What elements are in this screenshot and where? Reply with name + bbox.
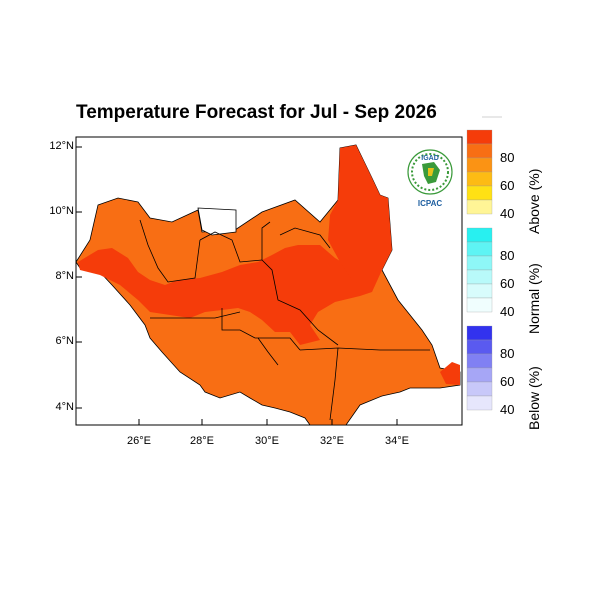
colorbar-swatch <box>466 381 493 397</box>
colorbar-swatch <box>466 367 493 383</box>
colorbar-swatch <box>466 353 493 369</box>
colorbar <box>466 129 493 411</box>
x-tick-26e: 26°E <box>127 435 151 447</box>
cb-normal-40: 40 <box>500 304 515 319</box>
colorbar-swatch <box>466 171 493 187</box>
colorbar-swatch <box>466 395 493 411</box>
y-tick-12n: 12°N <box>49 140 74 152</box>
colorbar-swatch <box>466 157 493 173</box>
colorbar-swatch <box>466 325 493 341</box>
y-tick-6n: 6°N <box>55 335 74 347</box>
region-no-data <box>197 207 237 236</box>
colorbar-swatch <box>466 129 493 145</box>
region-above-high-west <box>78 245 372 345</box>
cb-below-80: 80 <box>500 346 515 361</box>
cb-above-80: 80 <box>500 150 515 165</box>
colorbar-swatch <box>466 283 493 299</box>
cb-below-60: 60 <box>500 374 515 389</box>
logo-text-bottom: ICPAC <box>418 199 443 208</box>
cb-title-normal: Normal (%) <box>526 263 542 334</box>
axis-ticks <box>76 146 398 425</box>
x-tick-32e: 32°E <box>320 435 344 447</box>
cb-title-above: Above (%) <box>526 168 542 234</box>
region-above-high-southeast <box>440 362 460 385</box>
colorbar-swatch <box>466 241 493 257</box>
colorbar-swatch <box>466 339 493 355</box>
y-tick-8n: 8°N <box>55 270 74 282</box>
map-frame <box>75 136 463 426</box>
igad-logo: IGAD ICPAC <box>407 149 453 208</box>
colorbar-swatch <box>466 269 493 285</box>
cb-title-below: Below (%) <box>526 366 542 430</box>
cb-above-60: 60 <box>500 178 515 193</box>
map-title: Temperature Forecast for Jul - Sep 2026 <box>76 102 437 123</box>
colorbar-swatch <box>466 185 493 201</box>
colorbar-swatch <box>466 199 493 215</box>
region-above-high-east <box>328 145 392 292</box>
colorbar-swatch <box>466 143 493 159</box>
y-tick-4n: 4°N <box>55 401 74 413</box>
colorbar-swatch <box>466 297 493 313</box>
colorbar-swatch <box>466 255 493 271</box>
cb-normal-60: 60 <box>500 276 515 291</box>
y-tick-10n: 10°N <box>49 205 74 217</box>
cb-below-40: 40 <box>500 402 515 417</box>
x-tick-28e: 28°E <box>190 435 214 447</box>
logo-text-top: IGAD <box>421 155 439 162</box>
state-borders <box>139 219 430 421</box>
x-tick-30e: 30°E <box>255 435 279 447</box>
cb-normal-80: 80 <box>500 248 515 263</box>
cb-above-40: 40 <box>500 206 515 221</box>
x-tick-34e: 34°E <box>385 435 409 447</box>
colorbar-swatch <box>466 227 493 243</box>
